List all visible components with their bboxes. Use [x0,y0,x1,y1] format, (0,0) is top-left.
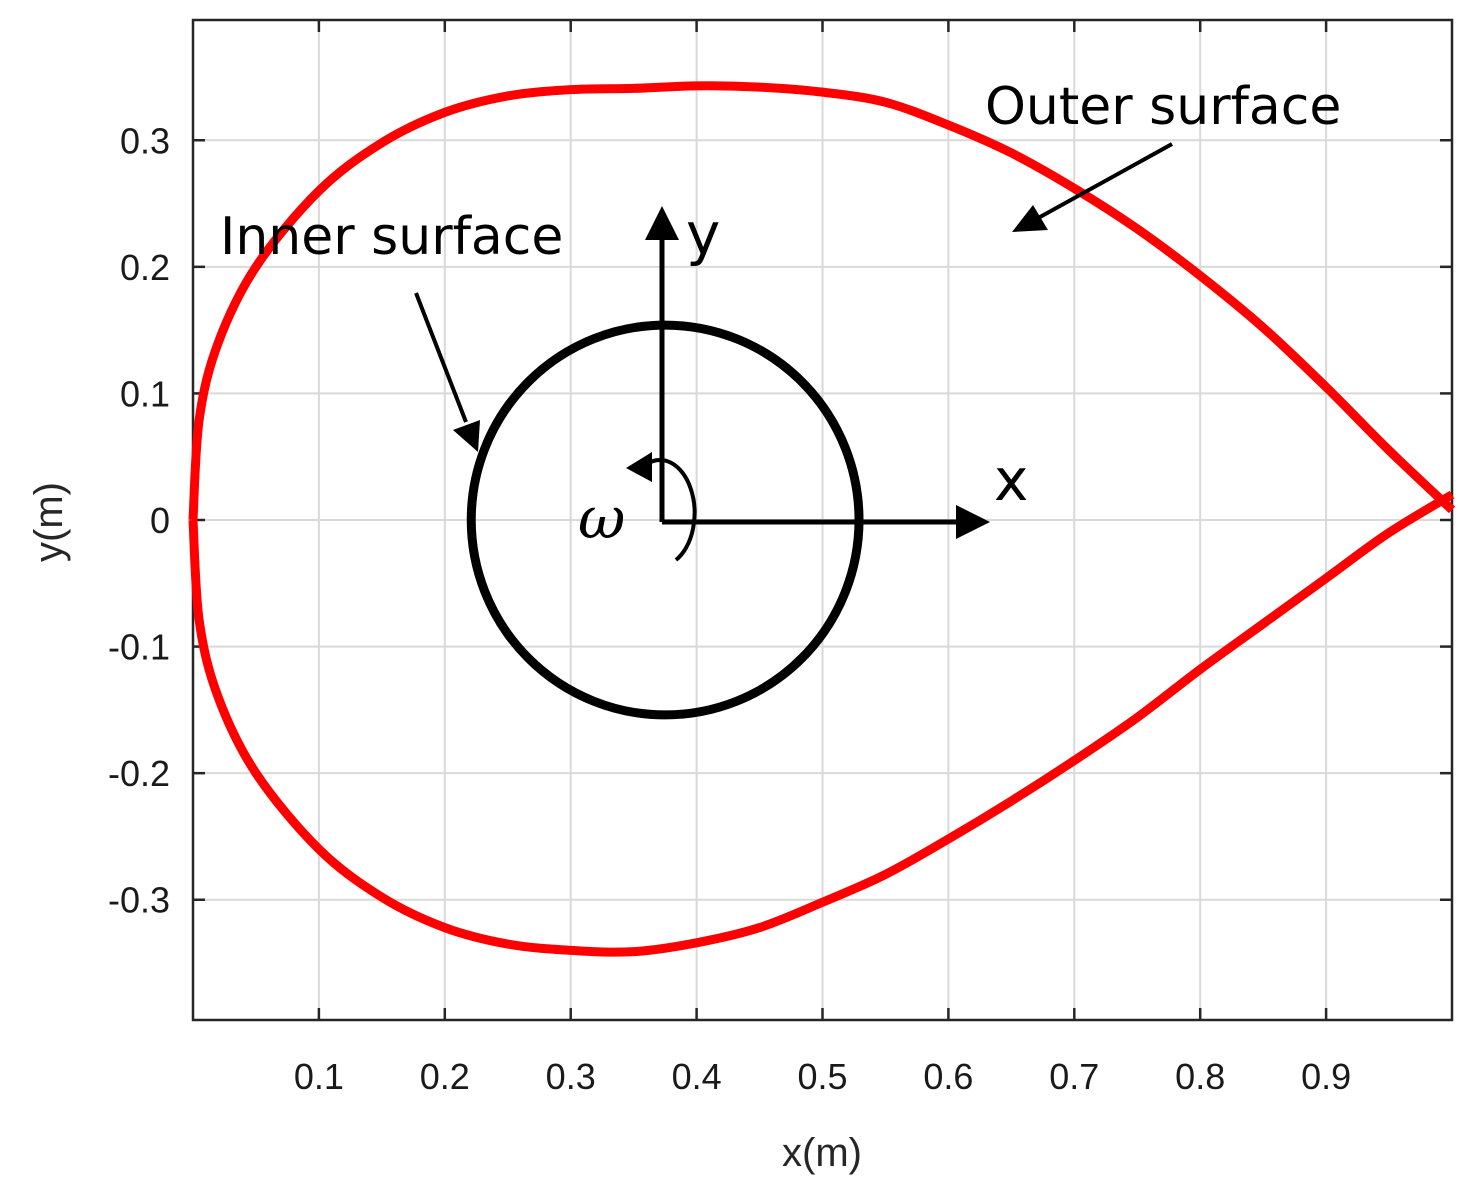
x-tick-label: 0.1 [294,1056,344,1097]
omega-label: ω [578,484,625,552]
x-axis-annotation: x [994,446,1028,514]
x-tick-label: 0.4 [672,1056,722,1097]
tick-labels: 0.1 0.2 0.3 0.4 0.5 0.6 0.7 0.8 0.9 0.3 0.2 0.1 0 -0.… [108,120,1351,1097]
outer-pointer-arrowhead [1012,205,1048,232]
annotations: Outer surface Inner surface y x ω [220,77,1341,562]
y-tick-label: -0.3 [108,880,170,921]
outer-surface-curve-upper [188,81,1456,521]
y-tick-label: 0.3 [120,120,170,161]
y-tick-label: 0 [150,500,170,541]
y-tick-label: -0.1 [108,627,170,668]
outer-surface-label: Outer surface [985,77,1341,137]
inner-pointer-arrowhead [453,420,480,452]
ticks [193,20,1452,1020]
x-axis-arrowhead [956,505,990,539]
y-tick-label: -0.2 [108,753,170,794]
y-tick-label: 0.1 [120,373,170,414]
x-tick-label: 0.9 [1301,1056,1351,1097]
x-tick-label: 0.5 [797,1056,847,1097]
y-tick-label: 0.2 [120,247,170,288]
rotation-arrow [642,458,697,562]
x-tick-label: 0.8 [1175,1056,1225,1097]
x-tick-label: 0.2 [420,1056,470,1097]
x-axis-label: x(m) [782,1131,862,1175]
inner-surface-label: Inner surface [220,207,563,267]
y-axis-annotation: y [686,200,720,268]
x-tick-label: 0.7 [1049,1056,1099,1097]
outer-surface-curve-lower [188,490,1455,957]
x-tick-label: 0.3 [546,1056,596,1097]
x-tick-label: 0.6 [923,1056,973,1097]
outer-pointer-arrow [1039,142,1173,219]
y-axis-arrowhead [645,206,679,240]
y-axis-label: y(m) [27,482,71,562]
inner-pointer-arrow [414,292,468,423]
rotation-arrowhead [626,452,652,482]
